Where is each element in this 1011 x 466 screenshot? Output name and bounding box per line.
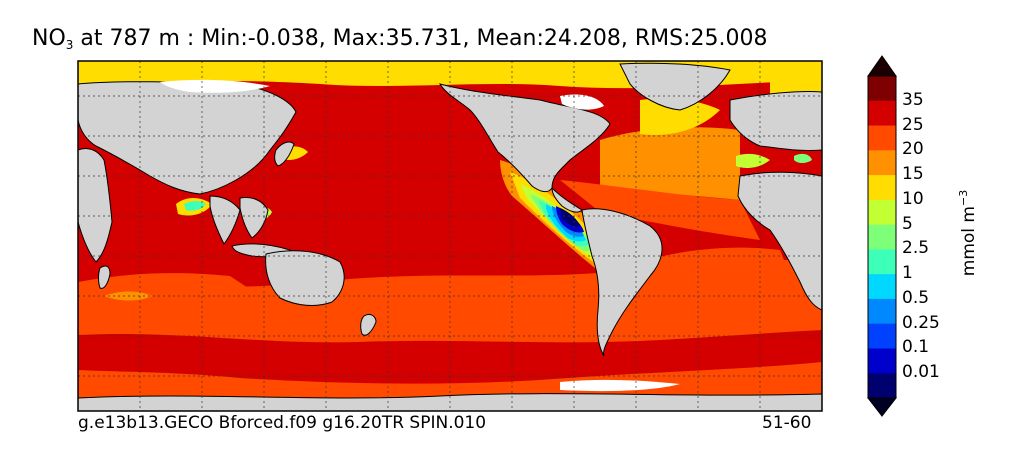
colorbar <box>866 55 898 417</box>
colorbar-swatch <box>868 274 896 300</box>
map-frame <box>77 60 823 412</box>
title-variable: NO <box>32 26 66 51</box>
colorbar-units: mmol m−3 <box>957 190 979 276</box>
land-greenland <box>619 62 731 111</box>
colorbar-under-triangle <box>866 397 898 417</box>
labrador-15 <box>640 98 720 135</box>
colorbar-tick-label: 20 <box>902 139 924 160</box>
units-base: mmol m <box>958 206 979 277</box>
colorbar-tick-label: 0.1 <box>902 337 930 358</box>
land-central-america <box>551 186 583 213</box>
colorbar-tick-label: 35 <box>902 89 924 110</box>
colorbar-swatch <box>868 76 896 102</box>
colorbar-tick-label: 0.25 <box>902 312 940 333</box>
colorbar-frame <box>867 75 897 399</box>
colorbar-tick-label: 5 <box>902 213 913 234</box>
title-stats: at 787 m : Min:-0.038, Max:35.731, Mean:… <box>73 26 768 51</box>
case-name: g.e13b13.GECO Bforced.f09 g16.20TR SPIN.… <box>78 413 487 433</box>
land-madagascar <box>98 265 111 289</box>
land-indochina <box>239 197 269 239</box>
land-north-america <box>438 83 611 193</box>
colorbar-tick-label: 0.01 <box>902 362 940 383</box>
land-australia <box>265 250 345 306</box>
colorbar-swatch <box>868 150 896 176</box>
missing-data <box>160 79 680 392</box>
colorbar-over-triangle <box>867 55 897 77</box>
map-panel <box>78 61 822 411</box>
etp-core <box>560 208 580 227</box>
colorbar-tick-label: 25 <box>902 114 924 135</box>
plot-title: NO3 at 787 m : Min:-0.038, Max:35.731, M… <box>32 26 768 52</box>
colorbar-swatch <box>868 175 896 201</box>
colorbar-tick-label: 15 <box>902 164 924 185</box>
north-atlantic-20 <box>600 127 740 200</box>
units-exponent: −3 <box>957 189 971 206</box>
black-sea-5 <box>794 153 812 163</box>
colorbar-tick-label: 0.5 <box>902 287 930 308</box>
land-new-zealand <box>360 313 377 336</box>
land-south-america <box>581 208 663 357</box>
atlantic-tropical-25 <box>560 180 760 240</box>
missing-arctic-asia <box>160 79 270 93</box>
colorbar-swatch <box>868 224 896 250</box>
colorbar-swatch <box>868 348 896 374</box>
colorbar-swatch <box>868 373 896 399</box>
arabian-2-5 <box>184 201 206 211</box>
colorbar-swatch <box>868 199 896 226</box>
land-india <box>209 195 241 245</box>
colorbar-tick-label: 1 <box>902 263 913 284</box>
land-africa-west <box>78 147 113 263</box>
graticule <box>78 61 822 411</box>
land-africa <box>737 171 822 311</box>
missing-hudson <box>560 94 604 110</box>
colorbar-swatch <box>868 125 896 151</box>
title-subscript: 3 <box>65 38 74 52</box>
east-med-10 <box>736 153 770 168</box>
land-japan <box>274 141 295 167</box>
colorbar-tick-label: 10 <box>902 188 924 209</box>
colorbar-swatch <box>868 323 896 349</box>
colorbar-swatch <box>868 298 896 325</box>
year-range: 51-60 <box>762 413 812 433</box>
colorbar-swatch <box>868 249 896 275</box>
colorbar-tick-label: 2.5 <box>902 238 930 259</box>
missing-antarctic-shelf <box>560 379 680 392</box>
colorbar-swatch <box>868 100 896 127</box>
